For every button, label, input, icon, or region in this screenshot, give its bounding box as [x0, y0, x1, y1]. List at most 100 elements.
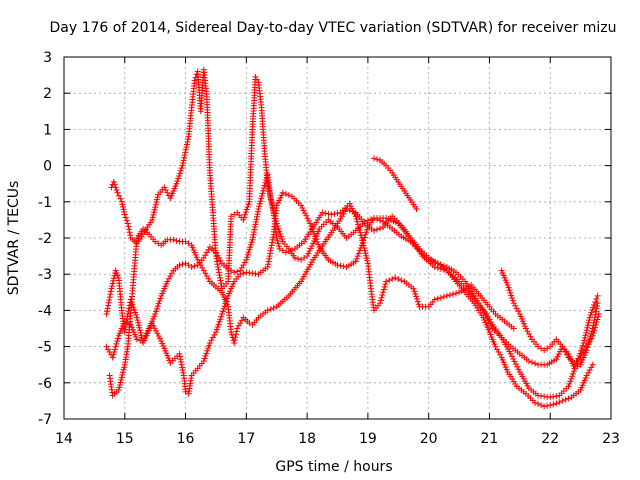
data-point: [566, 380, 573, 387]
data-point: [260, 185, 267, 192]
data-point: [509, 353, 516, 360]
data-point: [178, 361, 185, 368]
data-point: [233, 331, 240, 338]
data-point: [413, 296, 420, 303]
data-point: [589, 332, 596, 339]
data-point: [585, 369, 592, 376]
data-point: [162, 187, 169, 194]
data-point: [569, 373, 576, 380]
data-point: [550, 393, 557, 400]
data-point: [185, 136, 192, 143]
data-point: [578, 345, 585, 352]
data-point: [273, 235, 280, 241]
data-point: [202, 252, 209, 259]
data-point: [395, 276, 402, 283]
data-point: [532, 360, 539, 367]
data-point: [119, 369, 126, 376]
data-point: [264, 180, 271, 187]
data-point: [547, 402, 554, 409]
data-point: [413, 206, 420, 213]
data-point: [562, 396, 569, 403]
data-point: [322, 210, 329, 217]
y-tick-label: 3: [43, 50, 52, 66]
data-point: [590, 301, 597, 308]
data-point: [228, 329, 235, 336]
x-axis: 14 15 16 17 18 19 20 21 22 23: [55, 57, 620, 447]
data-point: [111, 349, 118, 356]
data-point: [353, 255, 360, 262]
data-point: [544, 345, 551, 352]
data-point: [238, 264, 245, 271]
data-point: [583, 327, 590, 334]
data-point: [117, 379, 124, 386]
data-point: [553, 393, 560, 400]
data-point: [315, 241, 322, 248]
data-point: [231, 211, 238, 218]
data-point: [594, 316, 601, 323]
data-point: [525, 330, 532, 337]
data-point: [216, 318, 223, 325]
data-point: [106, 296, 113, 303]
data-point: [314, 238, 321, 245]
data-point: [153, 305, 160, 312]
data-point: [556, 348, 563, 355]
data-point: [298, 256, 305, 263]
data-point: [113, 340, 120, 347]
series-trace-4: [108, 66, 517, 332]
data-point: [127, 232, 134, 239]
data-point: [509, 294, 516, 301]
data-point: [251, 223, 258, 230]
grid: [64, 57, 611, 419]
data-point: [361, 247, 368, 254]
data-point: [299, 205, 306, 212]
data-point: [509, 297, 516, 304]
data-point: [240, 270, 247, 277]
data-point: [382, 281, 389, 288]
data-point: [370, 227, 377, 234]
data-point: [370, 155, 377, 162]
data-point: [331, 210, 338, 217]
data-point: [143, 330, 150, 337]
data-point: [138, 332, 145, 339]
data-point: [570, 370, 577, 377]
data-point: [277, 194, 284, 201]
data-point: [153, 196, 160, 203]
data-point: [243, 206, 250, 213]
y-tick-label: -6: [38, 376, 52, 392]
data-point: [374, 156, 381, 163]
data-point: [559, 397, 566, 404]
data-point: [246, 320, 253, 327]
data-point: [358, 235, 365, 241]
data-point: [249, 236, 256, 243]
data-point: [275, 225, 282, 232]
data-point: [578, 347, 585, 354]
data-point: [258, 192, 265, 199]
data-point: [340, 263, 347, 270]
data-point: [301, 210, 308, 217]
data-point: [274, 237, 281, 244]
data-point: [184, 138, 191, 145]
data-point: [259, 190, 266, 197]
data-point: [528, 359, 535, 366]
data-point: [589, 307, 596, 314]
data-point: [245, 201, 252, 208]
data-point: [301, 254, 308, 261]
data-point: [512, 302, 519, 309]
data-point: [363, 255, 370, 262]
data-point: [538, 345, 545, 352]
data-point: [185, 240, 192, 247]
data-point: [254, 208, 261, 215]
data-point: [282, 249, 289, 256]
data-point: [137, 329, 144, 336]
data-point: [586, 367, 593, 374]
data-point: [255, 206, 262, 213]
data-point: [547, 394, 554, 401]
data-point: [180, 159, 187, 166]
data-point: [154, 194, 161, 201]
data-point: [307, 245, 314, 252]
data-point: [379, 292, 386, 299]
data-point: [105, 299, 112, 306]
data-point: [103, 311, 110, 318]
data-point: [304, 253, 311, 260]
y-axis-label: SDTVAR / TECUs: [6, 181, 22, 296]
